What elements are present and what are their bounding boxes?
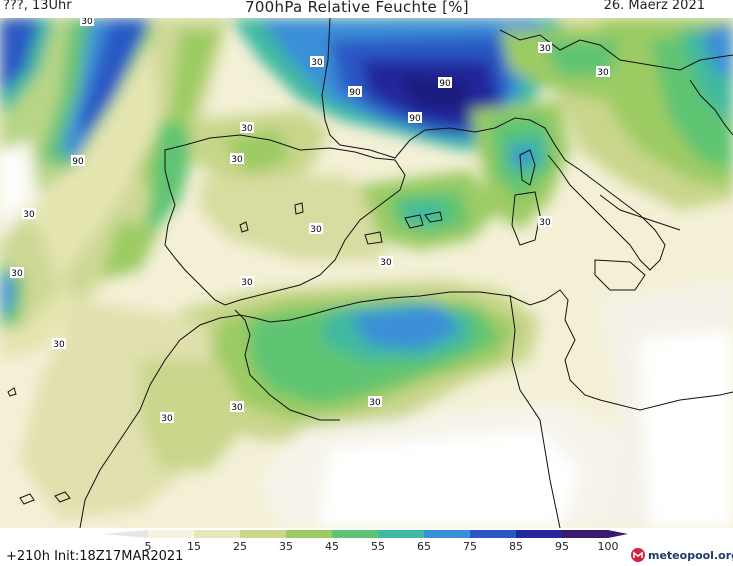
contour-label: 30 [240,122,254,134]
svg-text:30: 30 [369,398,381,408]
svg-text:90: 90 [439,79,451,89]
contour-label: 30 [596,66,610,78]
time-label: ???, 13Uhr [3,0,72,13]
svg-text:30: 30 [11,269,23,279]
contour-label: 30 [240,276,254,288]
contour-label: 30 [52,338,66,350]
legend-tick-label: 25 [233,540,247,553]
legend-swatch [562,530,609,538]
legend-swatch [516,530,563,538]
svg-text:30: 30 [161,414,173,424]
svg-text:30: 30 [53,340,65,350]
contour-label: 30 [538,216,552,228]
svg-text:30: 30 [81,18,93,27]
legend-tick-label: 85 [509,540,523,553]
sardinia-coast [511,191,541,246]
svg-text:30: 30 [311,58,323,68]
humidity-map: 30 30 30 30 30 30 30 30 30 30 30 30 30 3… [0,18,733,528]
contour-label: 30 [310,56,324,68]
biscay-coast [321,18,331,96]
svg-text:30: 30 [539,218,551,228]
madeira-island [7,387,17,397]
contour-label: 90 [408,112,422,124]
legend-tick-label: 75 [463,540,477,553]
contour-label: 30 [10,267,24,279]
coastlines [7,18,733,528]
meteopool-logo-icon [631,548,645,562]
legend-swatch [378,530,425,538]
legend-swatch [240,530,287,538]
legend-tick-label: 5 [145,540,152,553]
contour-label: 30 [22,208,36,220]
atlantic-africa-coast [79,384,151,528]
iberia-coast [164,134,406,306]
contour-label: 30 [160,412,174,424]
svg-text:30: 30 [231,403,243,413]
model-run-label: +210h Init:18Z17MAR2021 [6,549,184,564]
corsica-coast [519,149,536,186]
legend-arrow-high [608,530,628,538]
legend-tick-label: 100 [598,540,619,553]
inland-lakes [239,202,304,233]
north-africa-coast [149,289,601,401]
france-italy-coast [321,94,666,271]
contour-label: 90 [438,77,452,89]
legend-tick-label: 35 [279,540,293,553]
legend-tick-label: 65 [417,540,431,553]
libya-coast [599,391,733,411]
legend-swatch [148,530,195,538]
svg-text:30: 30 [241,278,253,288]
contour-label: 90 [348,86,362,98]
legend-swatch [194,530,241,538]
color-legend: 5 15 25 35 45 55 65 75 85 95 100 [0,528,733,566]
contour-label: 30 [368,396,382,408]
svg-text:30: 30 [310,225,322,235]
svg-text:30: 30 [241,124,253,134]
contour-label: 30 [230,401,244,413]
legend-arrow-low [102,530,148,538]
brand-name: meteopool.org [648,548,733,562]
legend-tick-label: 55 [371,540,385,553]
legend-swatch [332,530,379,538]
adriatic-coast [689,79,733,136]
meteopool-logo: meteopool.org [630,546,733,564]
alps-border [499,29,733,71]
contour-label: 90 [71,155,85,167]
contour-labels: 30 30 30 30 30 30 30 30 30 30 30 30 30 3… [10,18,610,424]
border-morocco-algeria [234,309,340,421]
contour-label: 30 [80,18,94,27]
svg-text:30: 30 [380,258,392,268]
svg-text:30: 30 [539,44,551,54]
legend-swatch [286,530,333,538]
contour-label: 30 [230,153,244,165]
svg-text:30: 30 [597,68,609,78]
border-algeria-tunisia-libya [509,294,561,528]
contour-label: 30 [309,223,323,235]
svg-text:90: 90 [72,157,84,167]
canary-islands [19,491,71,505]
sicily-coast [594,259,646,291]
humidity-field [0,18,733,528]
balearic-islands [364,211,443,245]
svg-text:90: 90 [409,114,421,124]
svg-text:30: 30 [23,210,35,220]
svg-text:30: 30 [231,155,243,165]
legend-swatch [470,530,517,538]
svg-text:90: 90 [349,88,361,98]
date-label: 26. Maerz 2021 [603,0,705,13]
legend-swatch [424,530,471,538]
contour-label: 30 [538,42,552,54]
italy-heel [599,194,681,231]
contour-label: 30 [379,256,393,268]
map-title: 700hPa Relative Feuchte [%] [245,0,469,16]
legend-tick-label: 45 [325,540,339,553]
legend-tick-label: 95 [555,540,569,553]
legend-tick-label: 15 [187,540,201,553]
